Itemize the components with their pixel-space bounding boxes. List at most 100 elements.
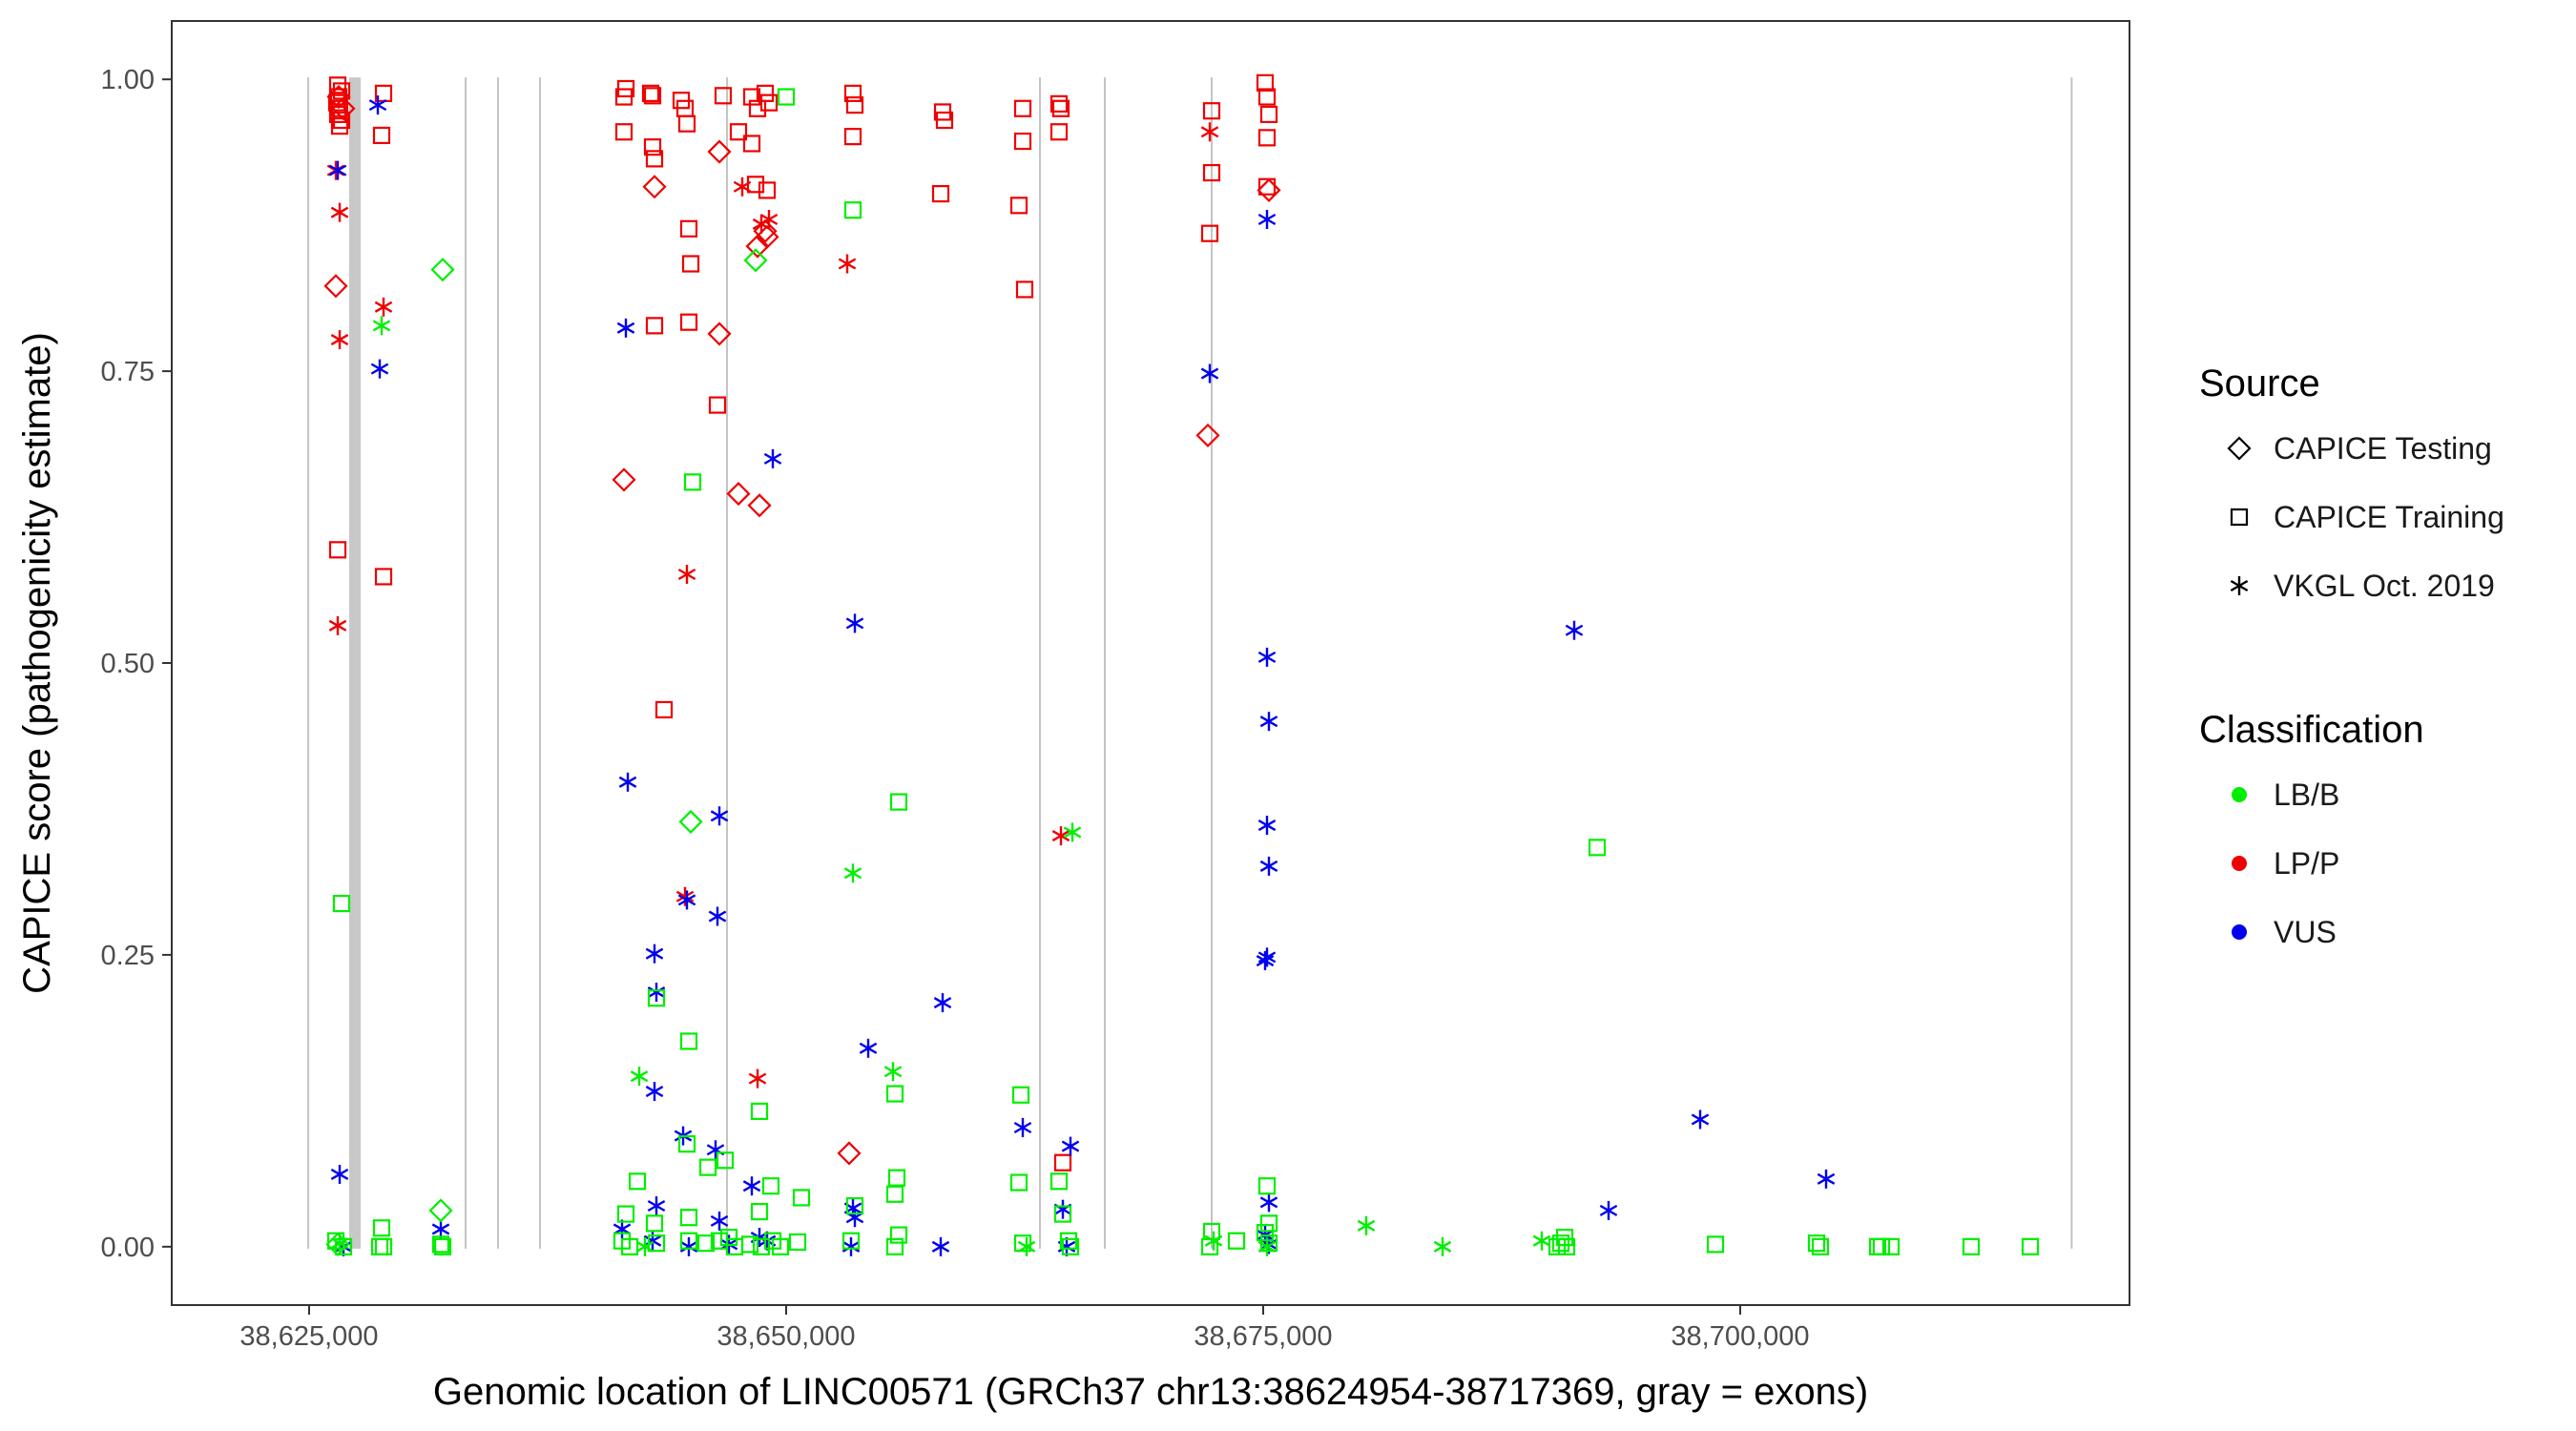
data-point bbox=[1565, 620, 1584, 640]
data-point bbox=[1599, 1200, 1618, 1220]
data-point bbox=[885, 1085, 904, 1103]
data-point bbox=[678, 809, 703, 834]
legend-classification-label: LB/B bbox=[2274, 778, 2339, 812]
data-point bbox=[326, 84, 351, 110]
data-point bbox=[433, 1237, 452, 1255]
data-point bbox=[641, 84, 660, 102]
data-point bbox=[683, 473, 702, 491]
data-point bbox=[1557, 1237, 1576, 1255]
data-point bbox=[330, 330, 349, 350]
data-point bbox=[677, 565, 696, 585]
data-point bbox=[331, 96, 356, 121]
data-point bbox=[679, 219, 698, 238]
data-point bbox=[368, 95, 387, 115]
data-point bbox=[1259, 856, 1278, 876]
data-point bbox=[1009, 1173, 1028, 1192]
data-point bbox=[1013, 99, 1032, 117]
data-point bbox=[1017, 1236, 1036, 1256]
y-tick-label: 0.50 bbox=[101, 649, 155, 679]
data-point bbox=[1532, 1231, 1551, 1251]
data-point bbox=[654, 700, 674, 719]
data-point bbox=[777, 88, 796, 106]
data-point bbox=[931, 184, 950, 203]
data-points bbox=[323, 73, 2040, 1256]
data-point bbox=[645, 150, 664, 168]
data-point bbox=[698, 1158, 717, 1176]
series-lb-b bbox=[325, 88, 2040, 1256]
x-axis-title: Genomic location of LINC00571 (GRCh37 ch… bbox=[433, 1371, 1868, 1413]
data-point bbox=[645, 944, 664, 964]
data-point bbox=[328, 541, 347, 559]
data-point bbox=[1817, 1169, 1836, 1189]
data-point bbox=[1691, 1110, 1710, 1130]
legend-source-entries: CAPICE Testing CAPICE Training VKGL Oct. 2… bbox=[2227, 431, 2504, 603]
data-point bbox=[935, 111, 954, 130]
data-point bbox=[1357, 1215, 1376, 1235]
data-point bbox=[332, 894, 351, 913]
data-point bbox=[759, 93, 779, 112]
data-point bbox=[1200, 122, 1219, 142]
legend-key-asterisk bbox=[2230, 576, 2249, 595]
data-point bbox=[332, 111, 351, 130]
data-point bbox=[841, 1236, 861, 1256]
data-point bbox=[841, 1232, 861, 1250]
data-point bbox=[1257, 129, 1277, 147]
data-point bbox=[1257, 88, 1277, 106]
data-point bbox=[1200, 224, 1219, 242]
data-point bbox=[1061, 1237, 1080, 1255]
y-axis: 0.00 0.25 0.50 0.75 1.00 bbox=[101, 65, 172, 1263]
legend-classification-label: LP/P bbox=[2274, 846, 2339, 881]
data-point bbox=[931, 1236, 950, 1256]
legend-classification-title: Classification bbox=[2199, 709, 2424, 751]
data-point bbox=[679, 313, 698, 331]
data-point bbox=[643, 87, 662, 105]
data-point bbox=[1204, 1231, 1223, 1251]
data-point bbox=[1259, 712, 1278, 732]
data-point bbox=[681, 255, 700, 273]
data-point bbox=[1881, 1237, 1901, 1255]
data-point bbox=[1257, 210, 1277, 230]
data-point bbox=[761, 1177, 780, 1195]
data-point bbox=[887, 1169, 906, 1187]
y-axis-title: CAPICE score (pathogenicity estimate) bbox=[16, 332, 58, 994]
data-point bbox=[788, 1233, 807, 1252]
data-point bbox=[708, 396, 727, 414]
data-point bbox=[1256, 73, 1275, 92]
data-point bbox=[323, 274, 348, 299]
legend: Source CAPICE Testing CAPICE Training VKGL… bbox=[2199, 363, 2504, 949]
data-point bbox=[370, 359, 389, 379]
data-point bbox=[1259, 1214, 1278, 1233]
data-point bbox=[1013, 1118, 1032, 1138]
data-point bbox=[1059, 1232, 1078, 1250]
series-vus bbox=[328, 95, 1836, 1256]
exon-lines bbox=[307, 77, 2073, 1249]
data-point bbox=[330, 202, 349, 222]
data-point bbox=[1011, 1086, 1030, 1104]
data-point bbox=[618, 772, 637, 792]
data-point bbox=[612, 467, 636, 492]
legend-key-dot bbox=[2232, 856, 2247, 871]
data-point bbox=[677, 114, 696, 133]
data-point bbox=[845, 1196, 864, 1215]
data-point bbox=[374, 568, 393, 586]
data-point bbox=[843, 128, 862, 146]
data-point bbox=[696, 1234, 716, 1253]
data-point bbox=[707, 321, 732, 346]
y-tick-label: 0.25 bbox=[101, 941, 155, 971]
data-point bbox=[1195, 423, 1220, 447]
data-point bbox=[677, 890, 696, 910]
data-point bbox=[792, 1189, 811, 1207]
data-point bbox=[628, 1172, 647, 1191]
data-point bbox=[645, 1214, 664, 1233]
x-tick-label: 38,700,000 bbox=[1671, 1321, 1809, 1352]
data-point bbox=[750, 1203, 769, 1221]
legend-source-label: CAPICE Training bbox=[2274, 500, 2504, 534]
data-point bbox=[616, 318, 635, 338]
data-point bbox=[374, 297, 393, 317]
data-point bbox=[328, 76, 347, 94]
data-point bbox=[679, 1209, 698, 1227]
legend-key-diamond bbox=[2227, 436, 2252, 461]
data-point bbox=[2021, 1237, 2040, 1255]
